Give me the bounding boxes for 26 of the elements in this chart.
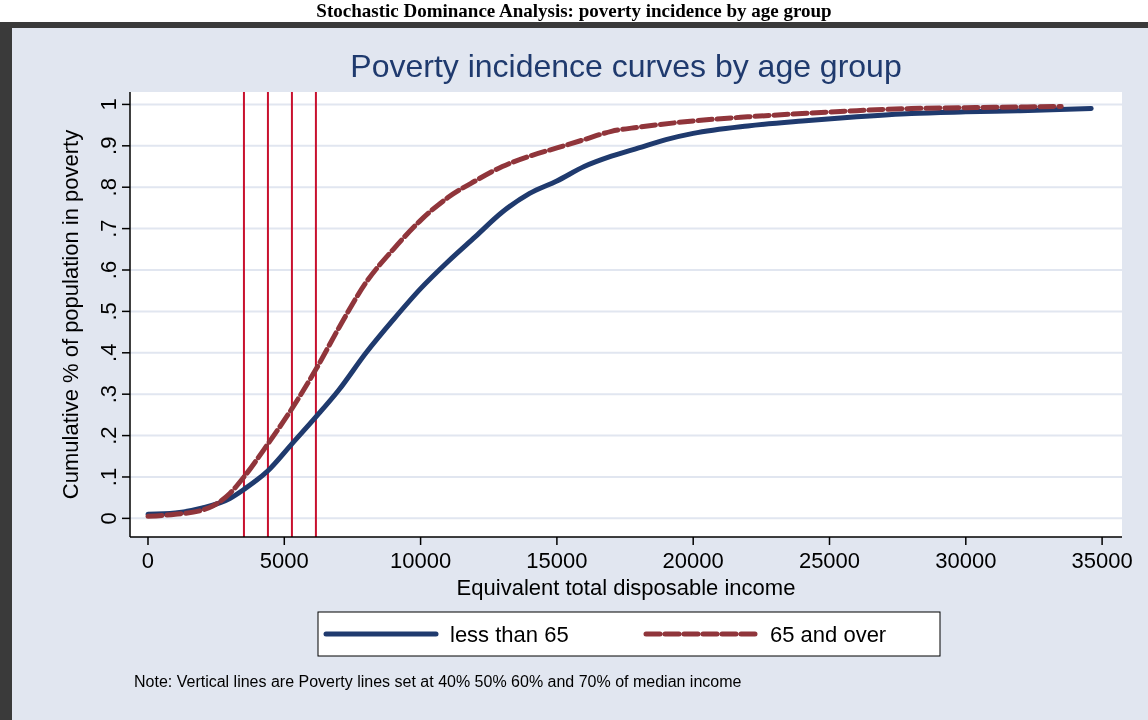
x-tick-label: 30000 [935, 548, 997, 573]
x-tick-label: 0 [141, 548, 155, 573]
chart-subtitle: Poverty incidence curves by age group [350, 48, 902, 84]
y-tick-label: .2 [96, 426, 121, 445]
text: Note: Vertical lines are Poverty lines set at 40% 50% 60% and 70% of median income [134, 673, 742, 690]
x-tick-label: 35000 [1071, 548, 1133, 573]
x-tick-label: 15000 [526, 548, 588, 573]
y-tick-label: .1 [96, 467, 121, 487]
x-tick-label: 10000 [390, 548, 452, 573]
x-tick-label: 5000 [259, 548, 309, 573]
y-tick-label: .6 [96, 260, 121, 280]
y-tick-label: .3 [96, 385, 121, 404]
legend-label: less than 65 [450, 622, 569, 647]
y-tick-label: .8 [96, 178, 121, 197]
y-tick-label: .7 [96, 219, 121, 238]
y-tick-label: .9 [96, 136, 121, 155]
x-tick-label: 20000 [662, 548, 724, 573]
x-tick-label: 25000 [798, 548, 861, 573]
y-tick-label: .4 [96, 343, 121, 362]
y-tick-label: .5 [96, 302, 121, 321]
y-axis-title: Cumulative % of population in poverty [58, 129, 83, 500]
legend-label: 65 and over [770, 622, 887, 647]
chart-title: Stochastic Dominance Analysis: poverty incidence by age group [316, 0, 832, 21]
y-tick-label: 1 [96, 98, 121, 111]
y-tick-label: 0 [96, 512, 121, 525]
x-axis-title: Equivalent total disposable income [456, 575, 796, 600]
